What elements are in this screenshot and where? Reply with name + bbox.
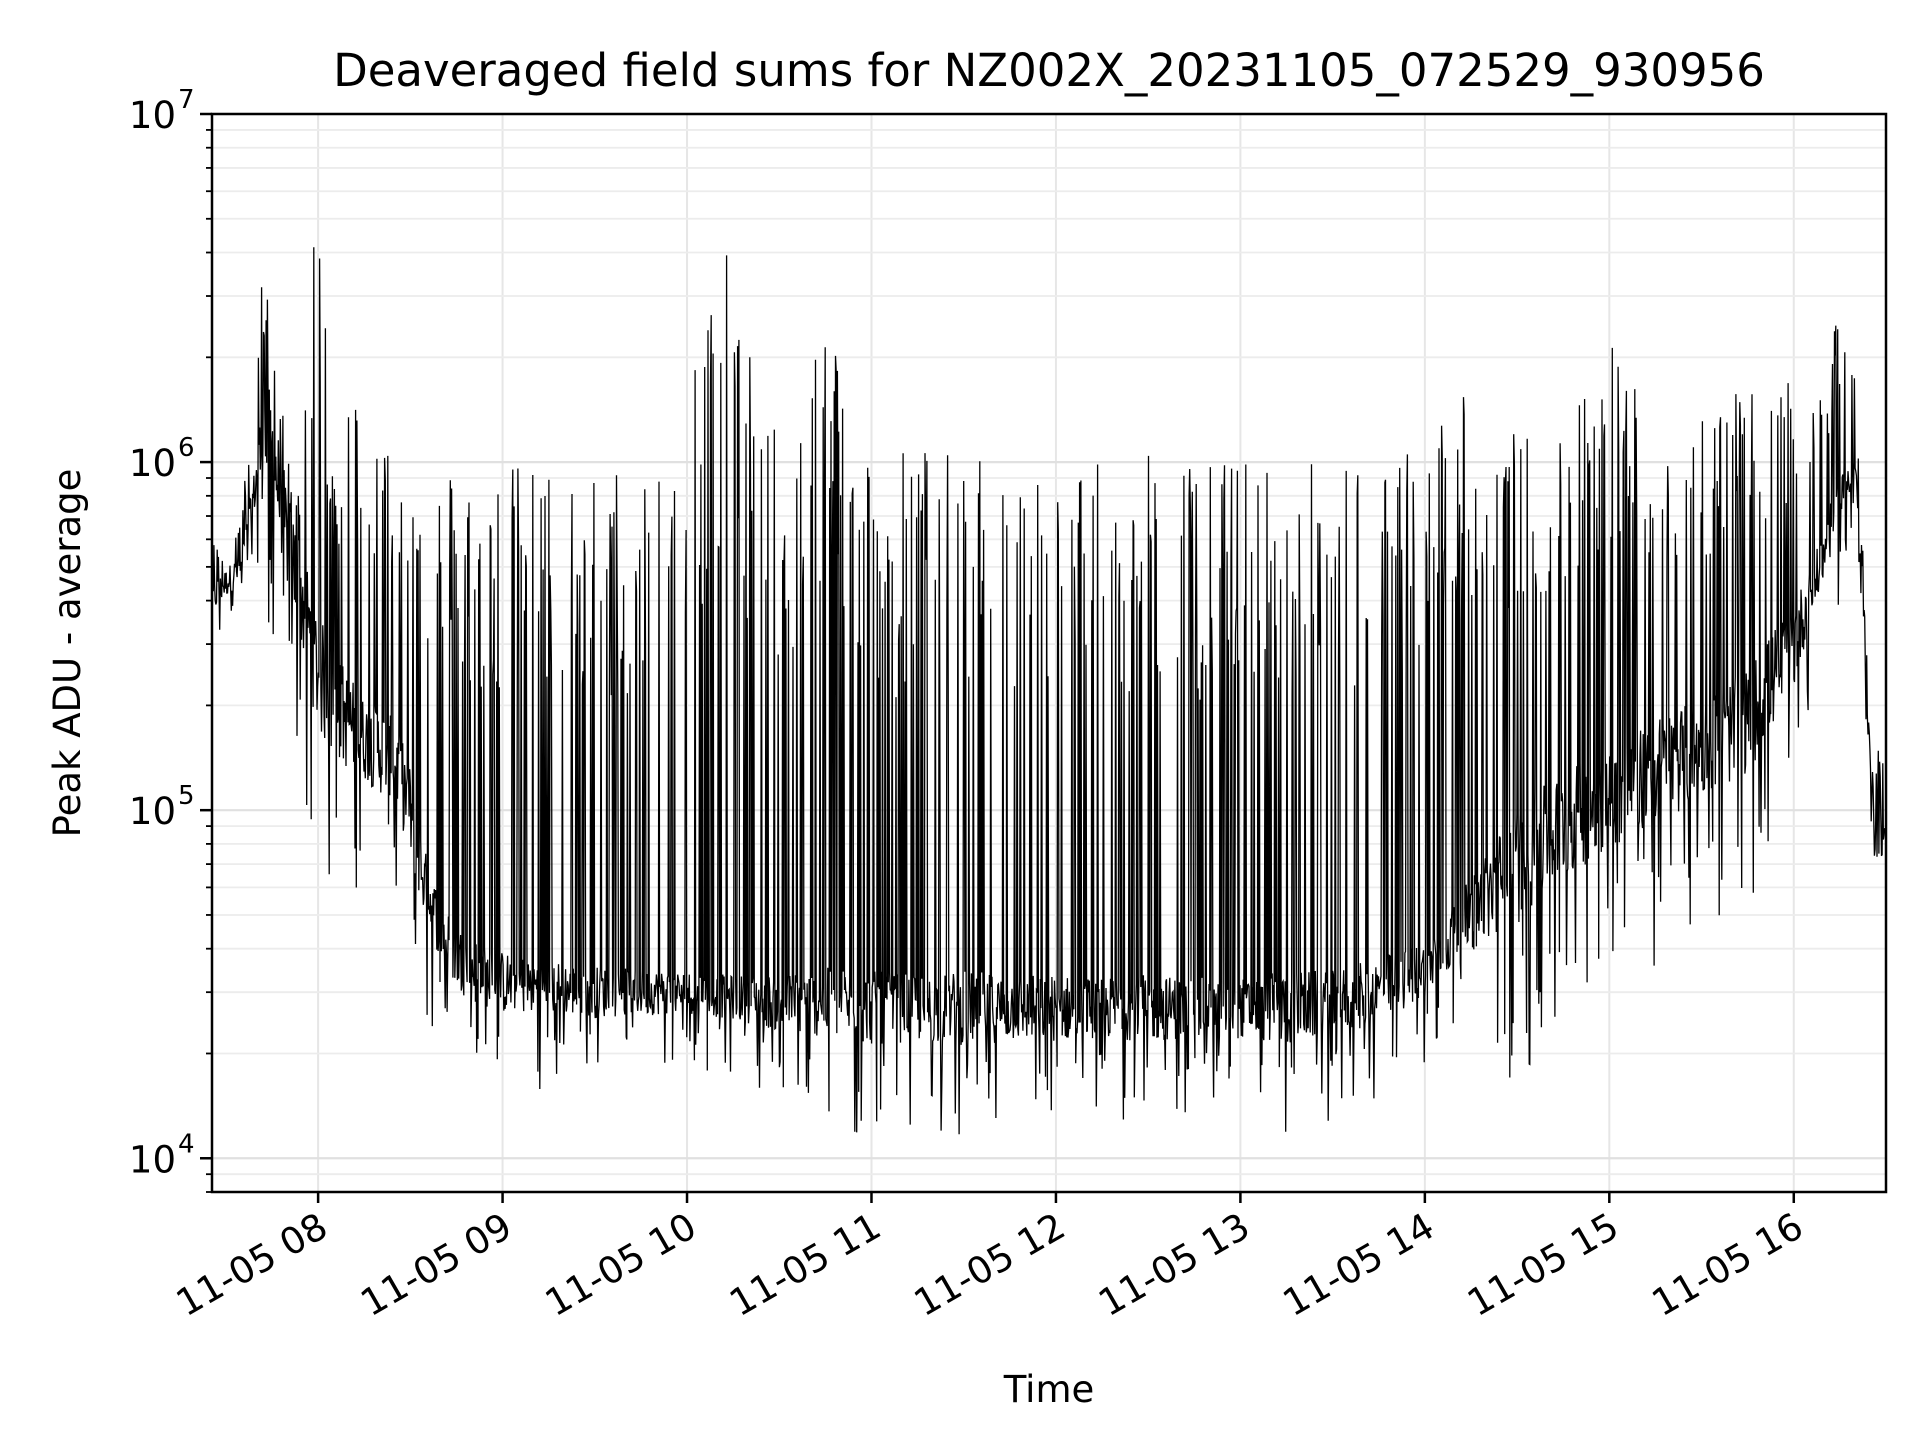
y-tick-base: 10 — [129, 94, 176, 137]
y-tick-exponent: 7 — [178, 85, 195, 115]
y-tick-exponent: 5 — [178, 781, 195, 811]
plot-frame — [210, 112, 1888, 1194]
y-tick-label: 10 — [129, 442, 176, 485]
chart-title: Deaveraged field sums for NZ002X_2023110… — [333, 44, 1765, 97]
y-tick-base: 10 — [129, 442, 176, 485]
y-tick-label: 10 — [129, 790, 176, 833]
series-layer — [212, 247, 1886, 1135]
y-tick-exponent: 4 — [178, 1129, 195, 1159]
y-tick-exponent: 6 — [178, 433, 195, 463]
y-tick-base: 10 — [129, 790, 176, 833]
x-axis-label: Time — [1003, 1368, 1095, 1411]
y-axis-label: Peak ADU - average — [46, 469, 89, 838]
y-tick-base: 10 — [129, 1138, 176, 1181]
y-tick-label: 10 — [129, 1138, 176, 1181]
series-line — [212, 247, 1886, 1135]
y-tick-label: 10 — [129, 94, 176, 137]
